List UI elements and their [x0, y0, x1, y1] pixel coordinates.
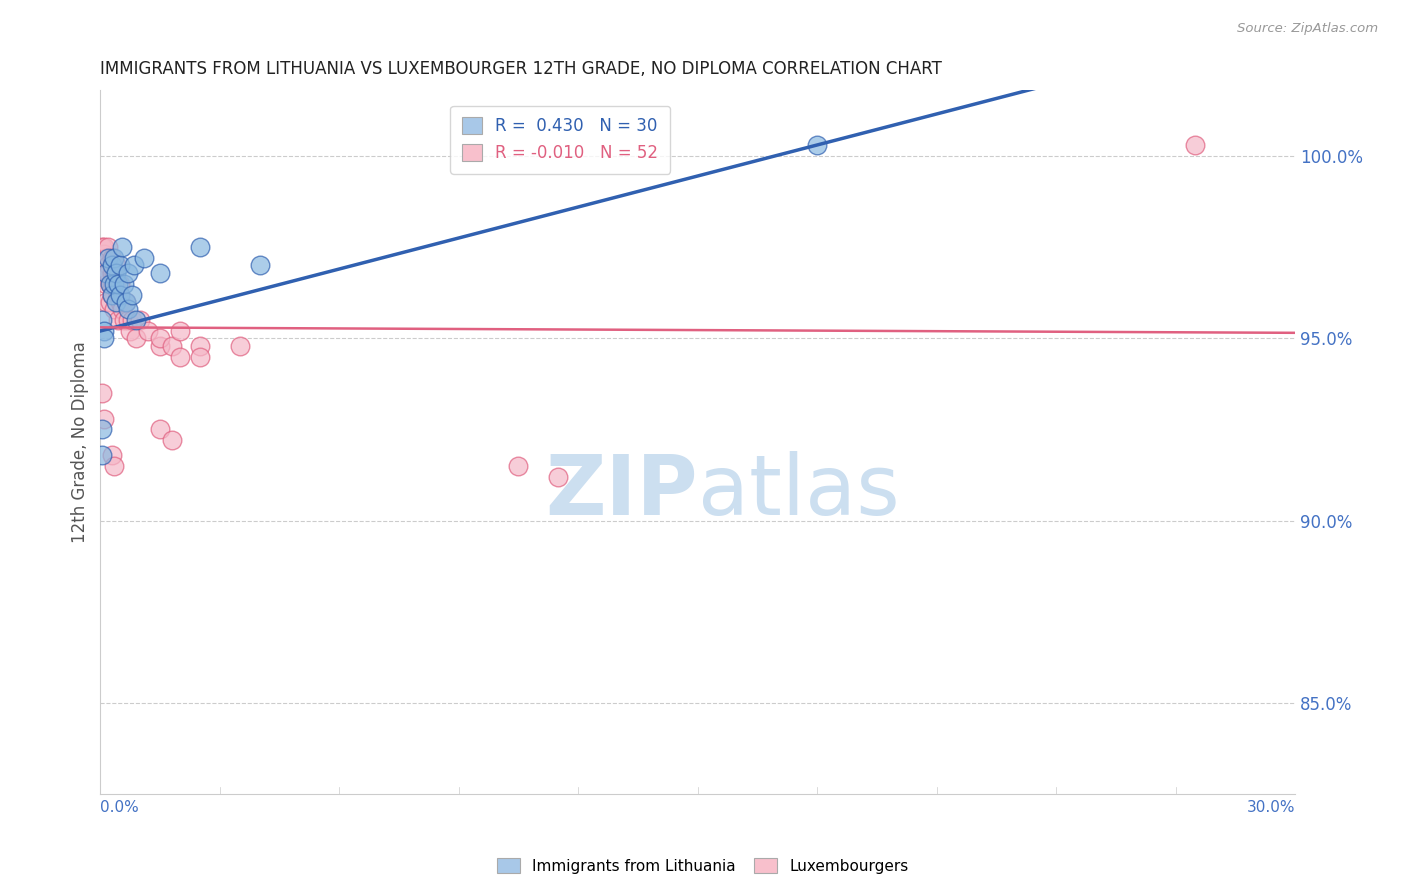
Point	[188, 240, 211, 254]
Point	[125, 331, 148, 345]
Point	[112, 313, 135, 327]
Point	[117, 266, 139, 280]
Point	[91, 448, 114, 462]
Point	[136, 324, 159, 338]
Point	[93, 411, 115, 425]
Point	[111, 240, 134, 254]
Point	[98, 277, 121, 291]
Point	[149, 422, 172, 436]
Point	[129, 313, 152, 327]
Point	[91, 313, 114, 327]
Text: 30.0%: 30.0%	[1247, 800, 1295, 814]
Point	[103, 251, 125, 265]
Point	[134, 251, 156, 265]
Point	[229, 338, 252, 352]
Point	[120, 324, 142, 338]
Point	[110, 294, 132, 309]
Point	[93, 247, 115, 261]
Point	[107, 313, 129, 327]
Point	[508, 458, 530, 473]
Point	[101, 258, 124, 272]
Point	[160, 338, 183, 352]
Point	[188, 350, 211, 364]
Point	[103, 277, 125, 291]
Point	[125, 313, 148, 327]
Point	[121, 287, 143, 301]
Point	[97, 240, 120, 254]
Point	[96, 277, 118, 291]
Point	[122, 258, 145, 272]
Point	[101, 287, 124, 301]
Point	[103, 458, 125, 473]
Point	[103, 266, 125, 280]
Point	[96, 266, 118, 280]
Point	[547, 470, 569, 484]
Legend: R =  0.430   N = 30, R = -0.010   N = 52: R = 0.430 N = 30, R = -0.010 N = 52	[450, 105, 671, 174]
Point	[91, 258, 114, 272]
Text: Source: ZipAtlas.com: Source: ZipAtlas.com	[1237, 22, 1378, 36]
Point	[110, 258, 132, 272]
Point	[93, 240, 115, 254]
Y-axis label: 12th Grade, No Diploma: 12th Grade, No Diploma	[72, 342, 89, 543]
Point	[107, 287, 129, 301]
Point	[97, 251, 120, 265]
Point	[249, 258, 271, 272]
Point	[91, 386, 114, 401]
Point	[105, 258, 128, 272]
Point	[117, 313, 139, 327]
Point	[101, 277, 124, 291]
Point	[188, 338, 211, 352]
Point	[93, 324, 115, 338]
Point	[96, 294, 118, 309]
Point	[91, 422, 114, 436]
Point	[105, 294, 128, 309]
Point	[91, 240, 114, 254]
Text: atlas: atlas	[697, 451, 900, 532]
Point	[121, 313, 143, 327]
Point	[169, 324, 191, 338]
Point	[101, 251, 124, 265]
Point	[101, 287, 124, 301]
Legend: Immigrants from Lithuania, Luxembourgers: Immigrants from Lithuania, Luxembourgers	[491, 852, 915, 880]
Point	[110, 287, 132, 301]
Point	[101, 266, 124, 280]
Text: 0.0%: 0.0%	[100, 800, 139, 814]
Point	[97, 258, 120, 272]
Point	[149, 266, 172, 280]
Point	[103, 302, 125, 317]
Point	[115, 294, 138, 309]
Point	[806, 138, 828, 153]
Point	[115, 294, 138, 309]
Point	[111, 302, 134, 317]
Point	[97, 266, 120, 280]
Point	[93, 331, 115, 345]
Point	[107, 277, 129, 291]
Point	[149, 331, 172, 345]
Point	[98, 294, 121, 309]
Point	[98, 277, 121, 291]
Point	[1184, 138, 1206, 153]
Point	[93, 266, 115, 280]
Point	[101, 448, 124, 462]
Point	[105, 277, 128, 291]
Point	[93, 258, 115, 272]
Point	[169, 350, 191, 364]
Text: ZIP: ZIP	[546, 451, 697, 532]
Point	[96, 251, 118, 265]
Point	[160, 434, 183, 448]
Text: IMMIGRANTS FROM LITHUANIA VS LUXEMBOURGER 12TH GRADE, NO DIPLOMA CORRELATION CHA: IMMIGRANTS FROM LITHUANIA VS LUXEMBOURGE…	[100, 60, 942, 78]
Point	[112, 277, 135, 291]
Point	[117, 302, 139, 317]
Point	[149, 338, 172, 352]
Point	[110, 277, 132, 291]
Point	[105, 266, 128, 280]
